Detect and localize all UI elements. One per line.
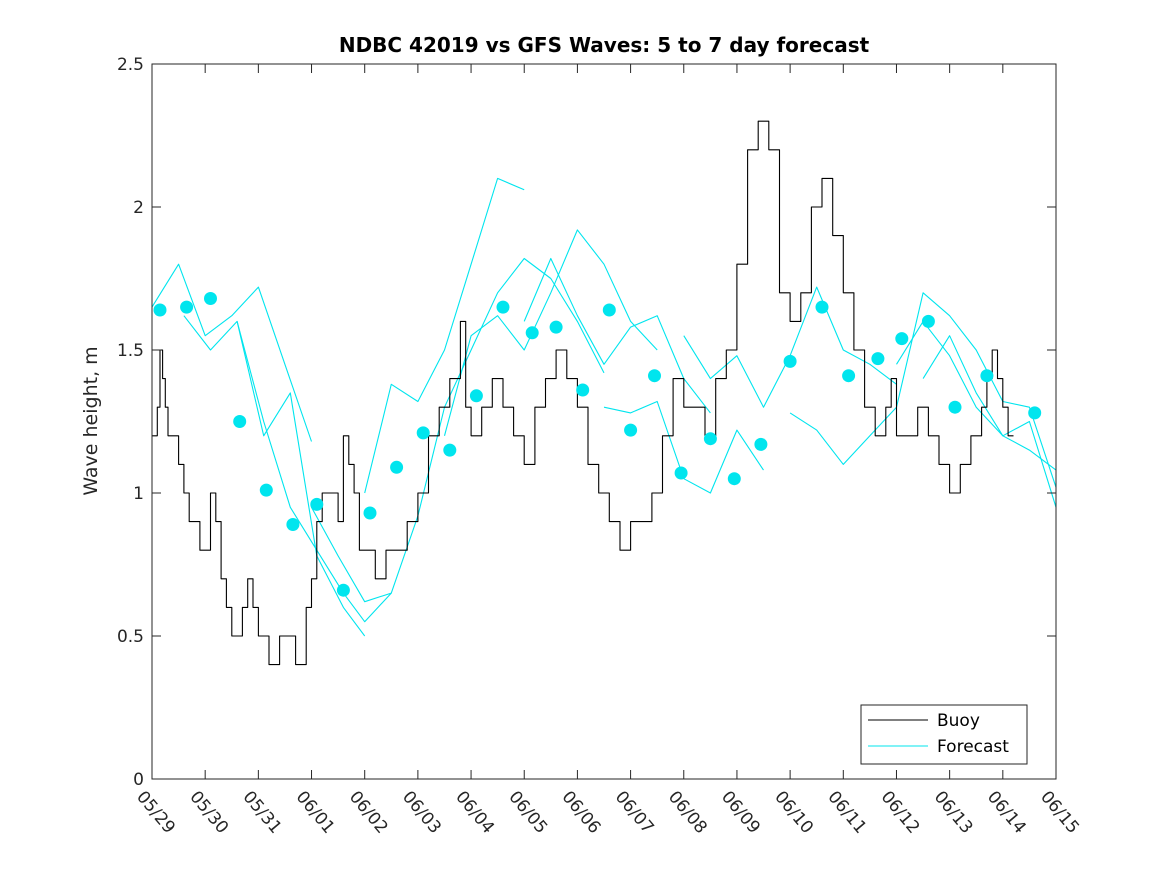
forecast-point — [363, 506, 377, 520]
y-tick-label: 2.5 — [117, 55, 144, 75]
forecast-point — [895, 332, 909, 346]
legend-buoy-label: Buoy — [937, 711, 980, 731]
forecast-point — [416, 426, 430, 440]
forecast-series-line-6 — [523, 257, 711, 414]
forecast-point — [259, 483, 273, 497]
forecast-point — [842, 369, 856, 383]
forecast-point — [443, 443, 457, 457]
forecast-series-line-11 — [922, 335, 1057, 471]
forecast-point — [549, 320, 563, 334]
forecast-point — [648, 369, 661, 383]
forecast-series-line-0 — [151, 263, 313, 442]
forecast-point — [624, 423, 638, 437]
forecast-point — [180, 300, 194, 314]
forecast-point — [815, 300, 829, 314]
forecast-series-line-1 — [183, 315, 366, 637]
forecast-series-line-5 — [443, 229, 658, 436]
legend-forecast-label: Forecast — [937, 737, 1009, 757]
forecast-point — [674, 466, 688, 480]
y-axis-label: Wave height, m — [80, 346, 102, 495]
series-layer — [151, 120, 1057, 666]
legend-box — [860, 704, 1028, 765]
forecast-point — [336, 583, 350, 597]
forecast-point — [871, 352, 885, 366]
buoy-series-line — [152, 120, 1014, 666]
forecast-point — [783, 354, 797, 368]
forecast-series-line-4 — [364, 177, 525, 494]
forecast-point — [153, 303, 167, 317]
plot-area-frame — [151, 63, 1057, 780]
forecast-point — [921, 314, 935, 328]
forecast-point — [469, 389, 483, 403]
forecast-point — [1028, 406, 1042, 420]
forecast-point — [727, 472, 741, 486]
legend: Buoy Forecast — [860, 704, 1028, 765]
forecast-points-layer — [153, 292, 1042, 597]
forecast-point — [754, 437, 768, 451]
forecast-point — [703, 432, 717, 446]
forecast-series-line-9 — [789, 292, 1057, 488]
forecast-point — [233, 415, 247, 428]
y-tick-label: 1.5 — [117, 341, 144, 361]
forecast-point — [602, 303, 616, 317]
forecast-point — [204, 292, 217, 305]
forecast-point — [576, 383, 590, 397]
forecast-point — [390, 460, 404, 474]
y-tick-label: 2 — [133, 198, 144, 218]
y-tick-label: 0 — [133, 770, 144, 790]
y-tick-label: 1 — [133, 484, 144, 504]
forecast-point — [525, 326, 539, 340]
forecast-point — [286, 518, 300, 531]
forecast-point — [948, 400, 962, 414]
forecast-point — [310, 497, 324, 511]
y-tick-label: 0.5 — [117, 627, 144, 647]
chart-title: NDBC 42019 vs GFS Waves: 5 to 7 day fore… — [339, 33, 870, 57]
forecast-point — [496, 300, 510, 314]
forecast-point — [980, 369, 994, 383]
